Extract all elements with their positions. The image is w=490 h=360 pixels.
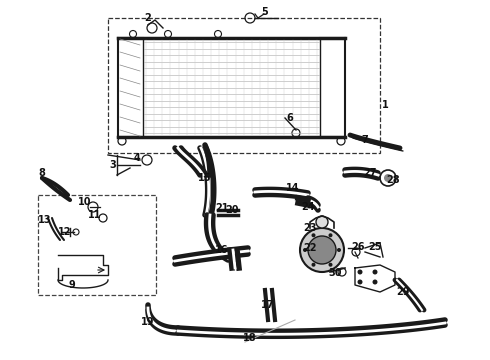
Text: 30: 30	[328, 268, 342, 278]
Circle shape	[384, 174, 392, 182]
Text: 8: 8	[39, 168, 46, 178]
Text: 3: 3	[110, 160, 117, 170]
Circle shape	[372, 279, 377, 284]
Text: 11: 11	[88, 210, 102, 220]
Text: 16: 16	[215, 245, 229, 255]
Circle shape	[372, 270, 377, 274]
Circle shape	[328, 233, 333, 237]
Text: 17: 17	[261, 300, 275, 310]
Text: 22: 22	[303, 243, 317, 253]
Text: 24: 24	[301, 202, 315, 212]
Circle shape	[303, 248, 307, 252]
Circle shape	[300, 228, 344, 272]
Text: 20: 20	[225, 205, 239, 215]
Text: 12: 12	[58, 227, 72, 237]
Text: 19: 19	[141, 317, 155, 327]
Text: 13: 13	[38, 215, 52, 225]
Text: 5: 5	[262, 7, 269, 17]
Circle shape	[316, 216, 328, 228]
Circle shape	[337, 248, 341, 252]
Text: 15: 15	[198, 173, 212, 183]
Circle shape	[328, 263, 333, 267]
Text: 29: 29	[396, 287, 410, 297]
Text: 9: 9	[69, 280, 75, 290]
Text: 10: 10	[78, 197, 92, 207]
Text: 25: 25	[368, 242, 382, 252]
Text: 26: 26	[351, 242, 365, 252]
Text: 18: 18	[243, 333, 257, 343]
Text: 7: 7	[362, 135, 368, 145]
Text: 27: 27	[363, 168, 377, 178]
Circle shape	[358, 270, 363, 274]
Text: 1: 1	[382, 100, 389, 110]
Text: 21: 21	[215, 203, 229, 213]
Bar	[38, 195, 156, 295]
Circle shape	[312, 233, 316, 237]
Text: 6: 6	[287, 113, 294, 123]
Text: 2: 2	[145, 13, 151, 23]
Bar	[108, 18, 380, 153]
Circle shape	[358, 279, 363, 284]
Text: 14: 14	[286, 183, 300, 193]
Text: 23: 23	[303, 223, 317, 233]
Circle shape	[308, 236, 336, 264]
Text: 28: 28	[386, 175, 400, 185]
Text: 4: 4	[134, 153, 140, 163]
Circle shape	[312, 263, 316, 267]
